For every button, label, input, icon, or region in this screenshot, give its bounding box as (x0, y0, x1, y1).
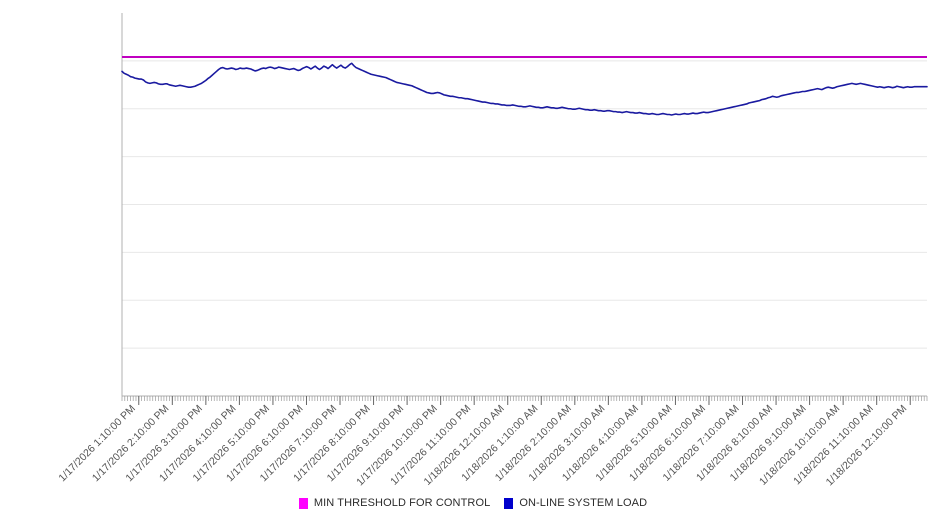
legend-item-min-threshold-for-control[interactable]: MIN THRESHOLD FOR CONTROL (298, 497, 491, 509)
legend-item-on-line-system-load[interactable]: ON-LINE SYSTEM LOAD (504, 497, 647, 509)
legend-swatch-on-line-system-load (504, 497, 514, 509)
series-line-on-line-system-load (121, 62, 928, 116)
legend-label-min-threshold-for-control: MIN THRESHOLD FOR CONTROL (313, 497, 491, 509)
legend-label-on-line-system-load: ON-LINE SYSTEM LOAD (519, 497, 648, 509)
legend-swatch-min-threshold-for-control (298, 497, 308, 509)
chart-legend: MIN THRESHOLD FOR CONTROL ON-LINE SYSTEM… (0, 497, 946, 509)
